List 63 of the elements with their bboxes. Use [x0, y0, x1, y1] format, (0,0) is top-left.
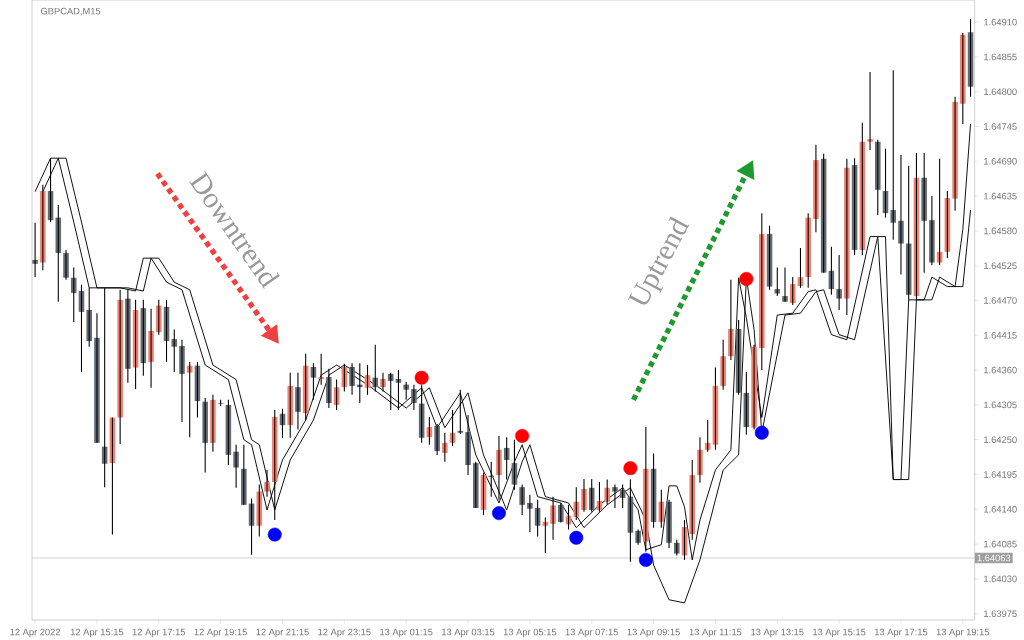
x-tick-label: 12 Apr 17:15	[132, 628, 186, 638]
point	[638, 552, 653, 567]
candlestick	[890, 69, 897, 241]
candlestick	[271, 409, 278, 521]
point	[267, 527, 282, 542]
candlestick	[643, 426, 649, 553]
y-tick-label: 1.64195	[984, 471, 1017, 478]
y-tick-label: 1.64250	[984, 436, 1017, 443]
ref-line-label: 1.64063	[977, 554, 1011, 562]
x-tick-label: 12 Apr 23:15	[318, 628, 371, 638]
text: GBPCAD,M15	[40, 7, 101, 16]
candlestick	[874, 139, 881, 216]
x-tick-label: 12 Apr 15:15	[70, 628, 124, 638]
x-tick-label: 12 Apr 2022	[10, 628, 61, 638]
y-tick-label: 1.64855	[984, 53, 1017, 61]
x-tick-label: 13 Apr 15:15	[813, 628, 866, 638]
y-tick-label: 1.64140	[984, 505, 1017, 513]
candlestick	[171, 329, 178, 373]
y-tick-label: 1.64360	[984, 366, 1017, 374]
y-tick-label: 1.64690	[984, 158, 1017, 165]
candlestick	[86, 287, 92, 348]
y-tick-label: 1.64470	[984, 297, 1017, 304]
y-tick-label: 1.64305	[984, 401, 1017, 409]
y-tick-label: 1.64030	[984, 575, 1017, 583]
point	[569, 530, 584, 545]
x-tick-label: 13 Apr 03:15	[442, 628, 495, 638]
y-tick-label: 1.64635	[984, 192, 1017, 200]
point	[414, 370, 429, 385]
y-tick-label: 1.64085	[984, 540, 1017, 548]
y-tick-label: 1.64580	[984, 227, 1017, 235]
candlestick	[689, 459, 696, 541]
candlestick	[921, 152, 927, 274]
point	[754, 425, 769, 440]
candlestick	[241, 444, 247, 506]
point	[739, 272, 754, 286]
x-tick-label: 13 Apr 09:15	[627, 628, 680, 638]
y-tick-label: 1.64415	[984, 332, 1017, 339]
candlestick	[202, 397, 208, 474]
candlestick	[387, 372, 394, 411]
y-tick-label: 1.64910	[984, 18, 1017, 26]
x-tick-label: 12 Apr 19:15	[194, 628, 247, 638]
x-tick-label: 13 Apr 17:15	[874, 628, 928, 638]
y-tick-label: 1.63975	[984, 610, 1017, 617]
x-tick-label: 13 Apr 19:15	[936, 628, 990, 638]
point	[623, 461, 638, 476]
point	[515, 428, 530, 443]
point	[492, 506, 506, 521]
x-tick-label: 13 Apr 01:15	[380, 628, 433, 638]
candlestick	[472, 461, 479, 509]
candlestick	[789, 276, 796, 306]
y-tick-label: 1.64800	[984, 88, 1017, 96]
x-tick-label: 13 Apr 05:15	[503, 628, 557, 638]
x-tick-label: 12 Apr 21:15	[256, 628, 309, 638]
x-tick-label: 13 Apr 13:15	[751, 628, 804, 638]
y-tick-label: 1.64745	[984, 123, 1017, 130]
candlestick	[960, 32, 966, 125]
candlestick	[774, 267, 781, 297]
x-tick-label: 13 Apr 07:15	[565, 628, 619, 638]
candlestick	[759, 212, 765, 371]
candlestick	[720, 339, 726, 391]
candlestick	[604, 479, 610, 506]
x-tick-label: 13 Apr 11:15	[689, 628, 742, 638]
y-tick-label: 1.64525	[984, 262, 1017, 270]
